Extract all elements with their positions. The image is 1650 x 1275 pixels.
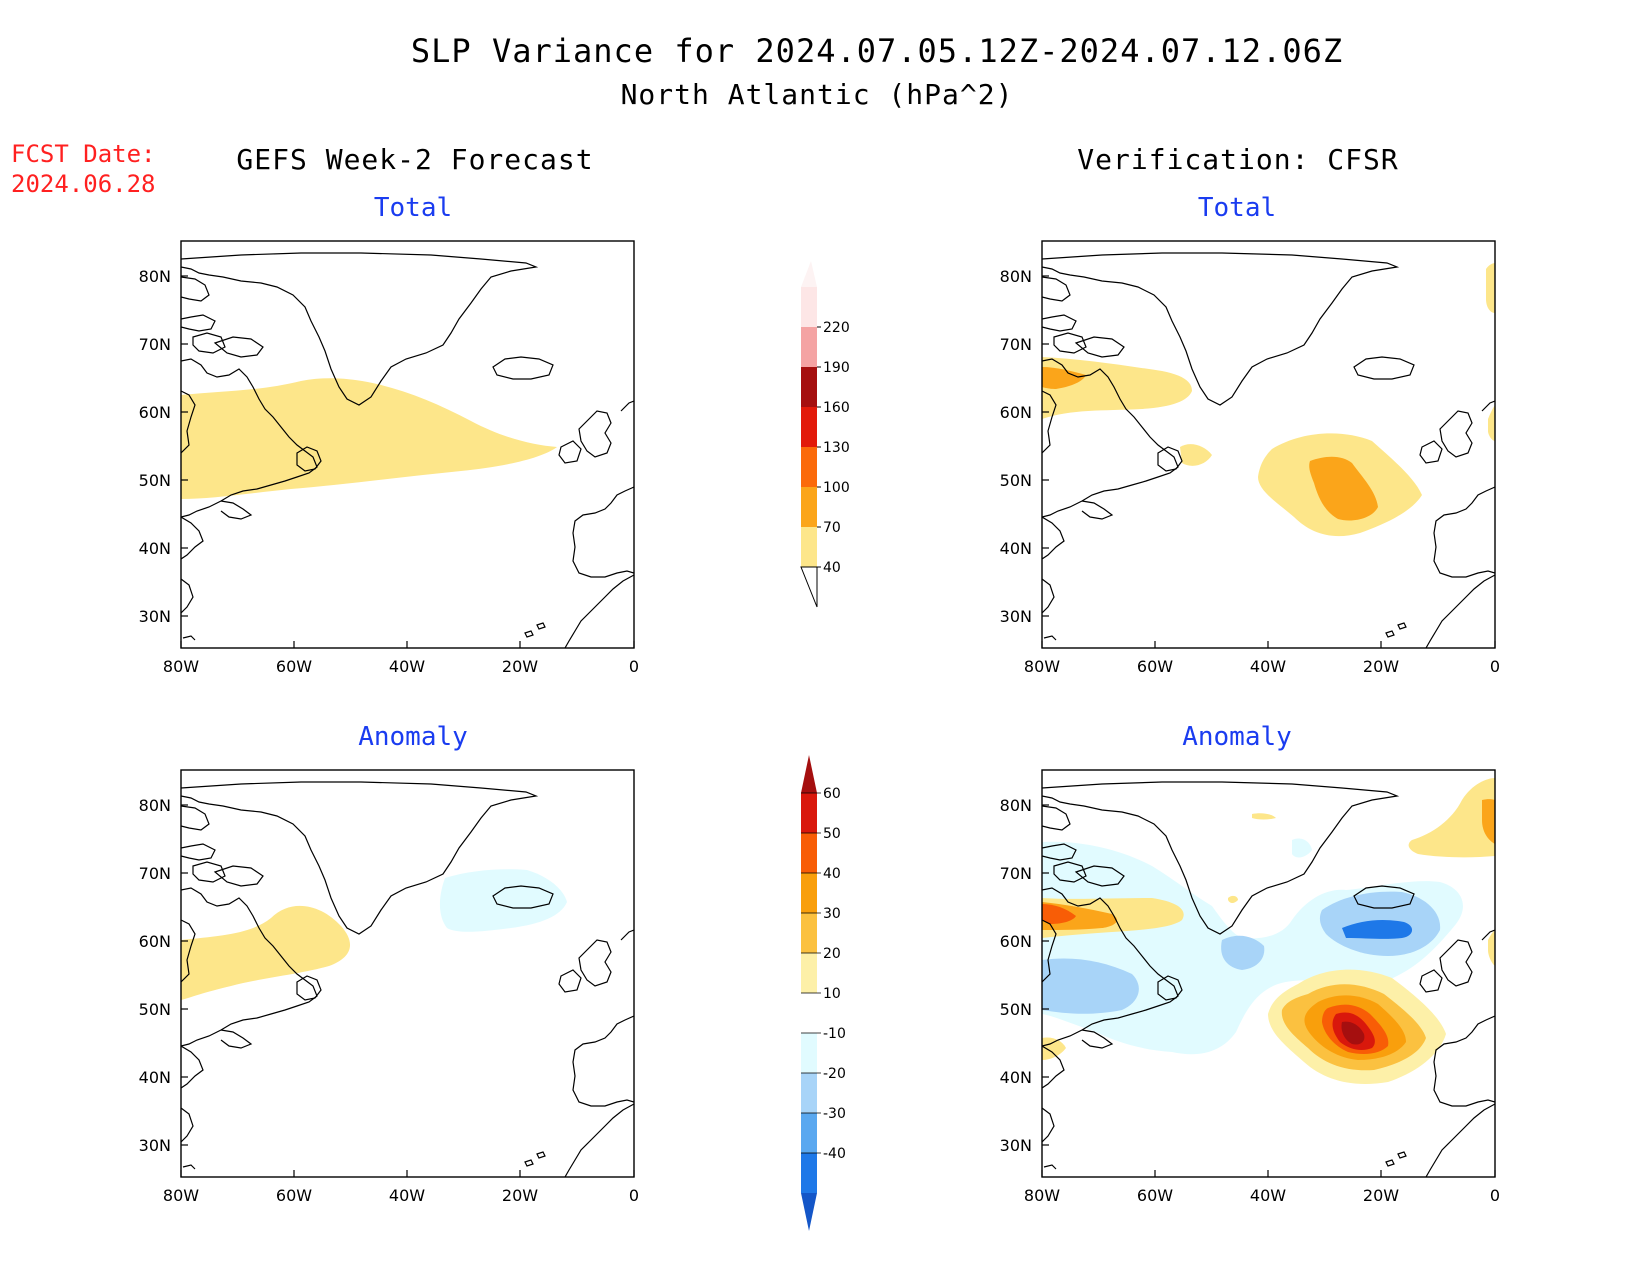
- lon-tick-label: 0: [1490, 657, 1500, 676]
- lon-tick-label: 20W: [1363, 657, 1399, 676]
- lat-tick-label: 80N: [139, 267, 171, 286]
- colorbar-total-segment: [801, 447, 817, 487]
- colorbar-anomaly-segment: [801, 1073, 817, 1113]
- colorbar-anomaly-label: 40: [823, 866, 841, 882]
- lat-tick-label: 80N: [139, 796, 171, 815]
- lat-tick-label: 50N: [1000, 471, 1032, 490]
- fcst-date-value: 2024.06.28: [11, 170, 156, 198]
- column-title-verification: Verification: CFSR: [1077, 143, 1399, 176]
- lon-tick-label: 80W: [1024, 657, 1060, 676]
- lat-tick-label: 30N: [1000, 607, 1032, 626]
- colorbar-total-segment: [801, 487, 817, 527]
- colorbar-total-segment: [801, 367, 817, 407]
- colorbar-anomaly-label: 50: [823, 826, 841, 842]
- map-verification-anomaly: [1042, 778, 1495, 1177]
- colorbar-anomaly-label: 60: [823, 786, 841, 802]
- colorbar-total-label: 130: [823, 440, 850, 456]
- fcst-date-label: FCST Date:: [11, 140, 156, 168]
- lon-tick-label: 60W: [1137, 657, 1173, 676]
- colorbar-anomaly-segment: [801, 913, 817, 953]
- lat-tick-label: 70N: [1000, 335, 1032, 354]
- colorbar-anomaly-label: 30: [823, 906, 841, 922]
- lat-tick-label: 30N: [1000, 1136, 1032, 1155]
- colorbar-anomaly-label: -10: [823, 1026, 846, 1042]
- lat-tick-label: 70N: [1000, 864, 1032, 883]
- lat-tick-label: 60N: [139, 932, 171, 951]
- lat-tick-label: 80N: [1000, 267, 1032, 286]
- lat-tick-label: 50N: [139, 471, 171, 490]
- lat-tick-label: 40N: [1000, 1068, 1032, 1087]
- colorbar-total-segment: [801, 407, 817, 447]
- colorbar-total-label: 70: [823, 520, 841, 536]
- lon-tick-label: 40W: [1250, 1186, 1286, 1205]
- lat-tick-label: 60N: [139, 403, 171, 422]
- colorbar-total-label: 190: [823, 360, 850, 376]
- colorbar-anomaly-label: -20: [823, 1066, 846, 1082]
- lon-tick-label: 40W: [1250, 657, 1286, 676]
- map-verification-total: [1042, 252, 1495, 648]
- colorbar-total-lower-cap: [800, 566, 818, 608]
- colorbar-anomaly-segment: [801, 793, 817, 833]
- colorbar-anomaly-label: -40: [823, 1146, 846, 1162]
- lat-tick-label: 80N: [1000, 796, 1032, 815]
- colorbar-total-label: 100: [823, 480, 850, 496]
- colorbar-anomaly-lower-arrow: [801, 1193, 817, 1231]
- lon-tick-label: 0: [629, 1186, 639, 1205]
- lat-tick-label: 40N: [139, 1068, 171, 1087]
- colorbar-total-label: 160: [823, 400, 850, 416]
- lat-tick-label: 30N: [139, 607, 171, 626]
- lon-tick-label: 40W: [389, 657, 425, 676]
- lat-tick-label: 60N: [1000, 403, 1032, 422]
- colorbar-anomaly-segment: [801, 953, 817, 993]
- colorbar-total-segment: [801, 287, 817, 327]
- colorbar-anomaly-label: -30: [823, 1106, 846, 1122]
- lat-tick-label: 40N: [139, 539, 171, 558]
- colorbar-total-upper-cap: [801, 261, 817, 287]
- lon-tick-label: 80W: [1024, 1186, 1060, 1205]
- colorbar-anomaly-segment: [801, 833, 817, 873]
- colorbar-anomaly-segment: [801, 993, 817, 1033]
- lon-tick-label: 20W: [1363, 1186, 1399, 1205]
- lon-tick-label: 0: [629, 657, 639, 676]
- colorbar-anomaly-segment: [801, 1033, 817, 1073]
- colorbar-total-segment: [801, 327, 817, 367]
- lon-tick-label: 60W: [1137, 1186, 1173, 1205]
- lon-tick-label: 40W: [389, 1186, 425, 1205]
- map-forecast-anomaly: [181, 781, 634, 1177]
- colorbar-anomaly-label: 20: [823, 946, 841, 962]
- lon-tick-label: 80W: [163, 657, 199, 676]
- lat-tick-label: 40N: [1000, 539, 1032, 558]
- lat-tick-label: 50N: [139, 1000, 171, 1019]
- lat-tick-label: 30N: [139, 1136, 171, 1155]
- colorbar-anomaly-label: 10: [823, 986, 841, 1002]
- colorbar-anomaly-segment: [801, 1153, 817, 1193]
- panel-label-verification-total: Total: [1197, 193, 1277, 223]
- map-forecast-total: [181, 252, 634, 648]
- lat-tick-label: 50N: [1000, 1000, 1032, 1019]
- panel-label-forecast-anomaly: Anomaly: [358, 722, 468, 752]
- colorbar-anomaly: 60 50 40 30 20 10 -10 -20 -30 -40: [801, 755, 846, 1231]
- chart-subtitle: North Atlantic (hPa^2): [620, 78, 1014, 111]
- lon-tick-label: 20W: [502, 1186, 538, 1205]
- colorbar-total: 40 70 100 130 160 190 220: [800, 261, 850, 608]
- lon-tick-label: 60W: [276, 1186, 312, 1205]
- colorbar-total-label: 40: [823, 560, 841, 576]
- chart-title: SLP Variance for 2024.07.05.12Z-2024.07.…: [410, 32, 1344, 70]
- lon-tick-label: 60W: [276, 657, 312, 676]
- lon-tick-label: 20W: [502, 657, 538, 676]
- lon-tick-label: 80W: [163, 1186, 199, 1205]
- panel-label-forecast-total: Total: [373, 193, 453, 223]
- panel-label-verification-anomaly: Anomaly: [1182, 722, 1292, 752]
- lat-tick-label: 70N: [139, 335, 171, 354]
- lon-tick-label: 0: [1490, 1186, 1500, 1205]
- column-title-forecast: GEFS Week-2 Forecast: [236, 143, 594, 176]
- colorbar-anomaly-segment: [801, 1113, 817, 1153]
- colorbar-anomaly-upper-arrow: [801, 755, 817, 793]
- colorbar-anomaly-segment: [801, 873, 817, 913]
- lat-tick-label: 60N: [1000, 932, 1032, 951]
- lat-tick-label: 70N: [139, 864, 171, 883]
- colorbar-total-label: 220: [823, 320, 850, 336]
- colorbar-total-segment: [801, 527, 817, 567]
